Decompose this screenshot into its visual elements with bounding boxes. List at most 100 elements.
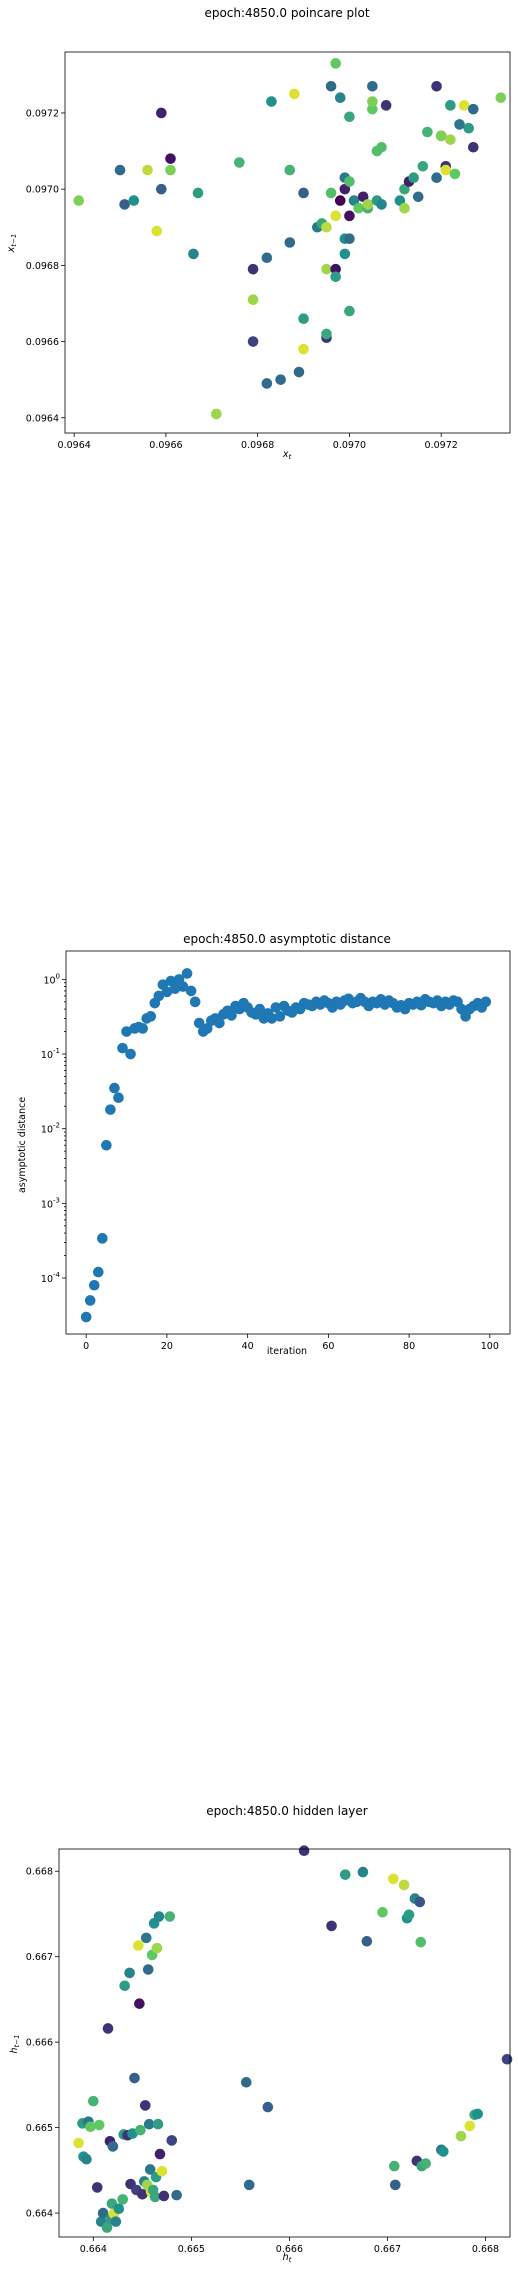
x-tick-label: 0.0968 [241, 440, 274, 451]
y-tick-label: 0.668 [26, 1867, 53, 1878]
scatter-point [113, 2203, 125, 2215]
scatter-point [394, 195, 406, 206]
scatter-point [435, 130, 447, 142]
scatter-point [109, 1082, 120, 1094]
scatter-point [321, 263, 332, 275]
scatter-point [389, 2160, 400, 2172]
scatter-point [73, 2137, 84, 2149]
scatter-point [154, 2148, 166, 2160]
scatter-point [412, 191, 424, 203]
scatter-point [438, 2146, 449, 2157]
scatter-point [289, 88, 300, 100]
scatter-point [84, 1295, 96, 1306]
scatter-point [298, 343, 309, 355]
hidden-layer-xlabel: ht [283, 2252, 292, 2264]
scatter-point [125, 1048, 136, 1060]
y-tick-label: 0.664 [26, 2209, 53, 2220]
scatter-point [367, 96, 378, 107]
scatter-point [169, 983, 181, 994]
scatter-point [189, 996, 201, 1008]
y-tick-label: 10-4 [41, 1271, 61, 1285]
y-tick-label: 0.0972 [26, 108, 59, 119]
scatter-point [420, 2158, 431, 2169]
scatter-point [284, 164, 296, 176]
scatter-point [339, 248, 351, 260]
x-tick-label: 0.0970 [333, 440, 366, 451]
scatter-point [266, 96, 277, 107]
asymptotic-distance-points [80, 968, 492, 1323]
scatter-point [151, 1942, 163, 1954]
scatter-point [88, 1279, 100, 1291]
scatter-point [367, 103, 378, 115]
scatter-point [398, 1879, 410, 1891]
scatter-point [107, 2141, 119, 2152]
scatter-point [445, 134, 456, 145]
scatter-point [376, 199, 387, 210]
scatter-point [254, 1003, 266, 1015]
scatter-point [124, 1967, 135, 1979]
scatter-point [298, 187, 309, 199]
scatter-point [330, 271, 341, 283]
poincare-plot-title: epoch:4850.0 poincare plot [204, 6, 369, 20]
scatter-point [142, 1964, 154, 1975]
scatter-point [344, 233, 355, 244]
x-tick-label: 80 [403, 1341, 415, 1352]
scatter-point [403, 1909, 415, 1921]
scatter-point [105, 1104, 116, 1115]
scatter-point [156, 107, 167, 119]
scatter-point [376, 141, 387, 153]
scatter-point [243, 2179, 255, 2191]
scatter-point [247, 263, 259, 275]
scatter-point [377, 1906, 388, 1918]
scatter-point [415, 1936, 427, 1948]
y-tick-label: 0.666 [26, 2038, 53, 2049]
scatter-point [431, 80, 442, 92]
scatter-point [472, 2108, 483, 2120]
scatter-point [117, 2194, 129, 2205]
y-tick-label: 0.0964 [26, 413, 59, 424]
scatter-point [192, 187, 204, 199]
scatter-point [344, 111, 355, 123]
x-tick-label: 0.666 [276, 2244, 303, 2255]
scatter-point [480, 996, 492, 1008]
scatter-point [467, 103, 479, 115]
x-tick-label: 100 [481, 1341, 499, 1352]
scatter-point [330, 58, 341, 69]
scatter-point [140, 1932, 152, 1944]
scatter-point [445, 100, 456, 111]
scatter-point [353, 202, 364, 214]
scatter-point [143, 2118, 155, 2130]
x-tick-label: 0.0966 [149, 440, 182, 451]
x-tick-label: 40 [242, 1341, 254, 1352]
scatter-point [388, 1873, 399, 1885]
scatter-point [339, 183, 351, 195]
scatter-point [431, 172, 442, 184]
scatter-point [330, 210, 341, 222]
scatter-point [261, 378, 273, 389]
scatter-point [262, 2101, 274, 2113]
y-tick-label: 10-1 [41, 1047, 60, 1061]
scatter-point [156, 183, 167, 195]
poincare-plot-frame [64, 51, 511, 434]
scatter-point [361, 1935, 373, 1947]
scatter-point [129, 2072, 140, 2084]
x-tick-label: 0.668 [472, 2244, 499, 2255]
hidden-layer-title: epoch:4850.0 hidden layer [206, 1804, 368, 1818]
hidden-layer-ticks: 0.664 0.665 0.666 0.667 0.668 0.664 0.665 0.666… [26, 1867, 499, 2255]
scatter-point [161, 986, 173, 998]
hidden-layer-ylabel: ht−1 [9, 2034, 21, 2053]
scatter-point [110, 2216, 122, 2227]
asymptotic-distance-chart: epoch:4850.0 asymptotic distance iterati… [17, 932, 511, 1357]
y-tick-label: 100 [43, 972, 60, 986]
hidden-layer-frame [58, 1848, 511, 2238]
scatter-point [293, 366, 305, 378]
y-tick-label: 0.0970 [26, 185, 59, 196]
scatter-point [121, 1026, 132, 1037]
scatter-point [165, 164, 176, 176]
scatter-point [211, 408, 222, 420]
scatter-point [367, 80, 378, 92]
y-tick-label: 0.0966 [26, 337, 59, 348]
scatter-point [226, 1010, 237, 1021]
scatter-point [91, 2182, 103, 2193]
